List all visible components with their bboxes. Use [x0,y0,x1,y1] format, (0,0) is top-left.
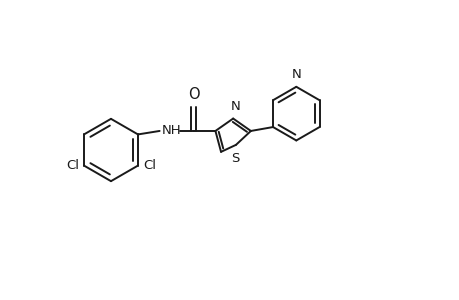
Text: N: N [291,68,301,81]
Text: N: N [230,100,240,113]
Text: NH: NH [162,124,181,137]
Text: O: O [188,87,199,102]
Text: Cl: Cl [66,159,78,172]
Text: S: S [230,152,239,165]
Text: Cl: Cl [143,159,156,172]
